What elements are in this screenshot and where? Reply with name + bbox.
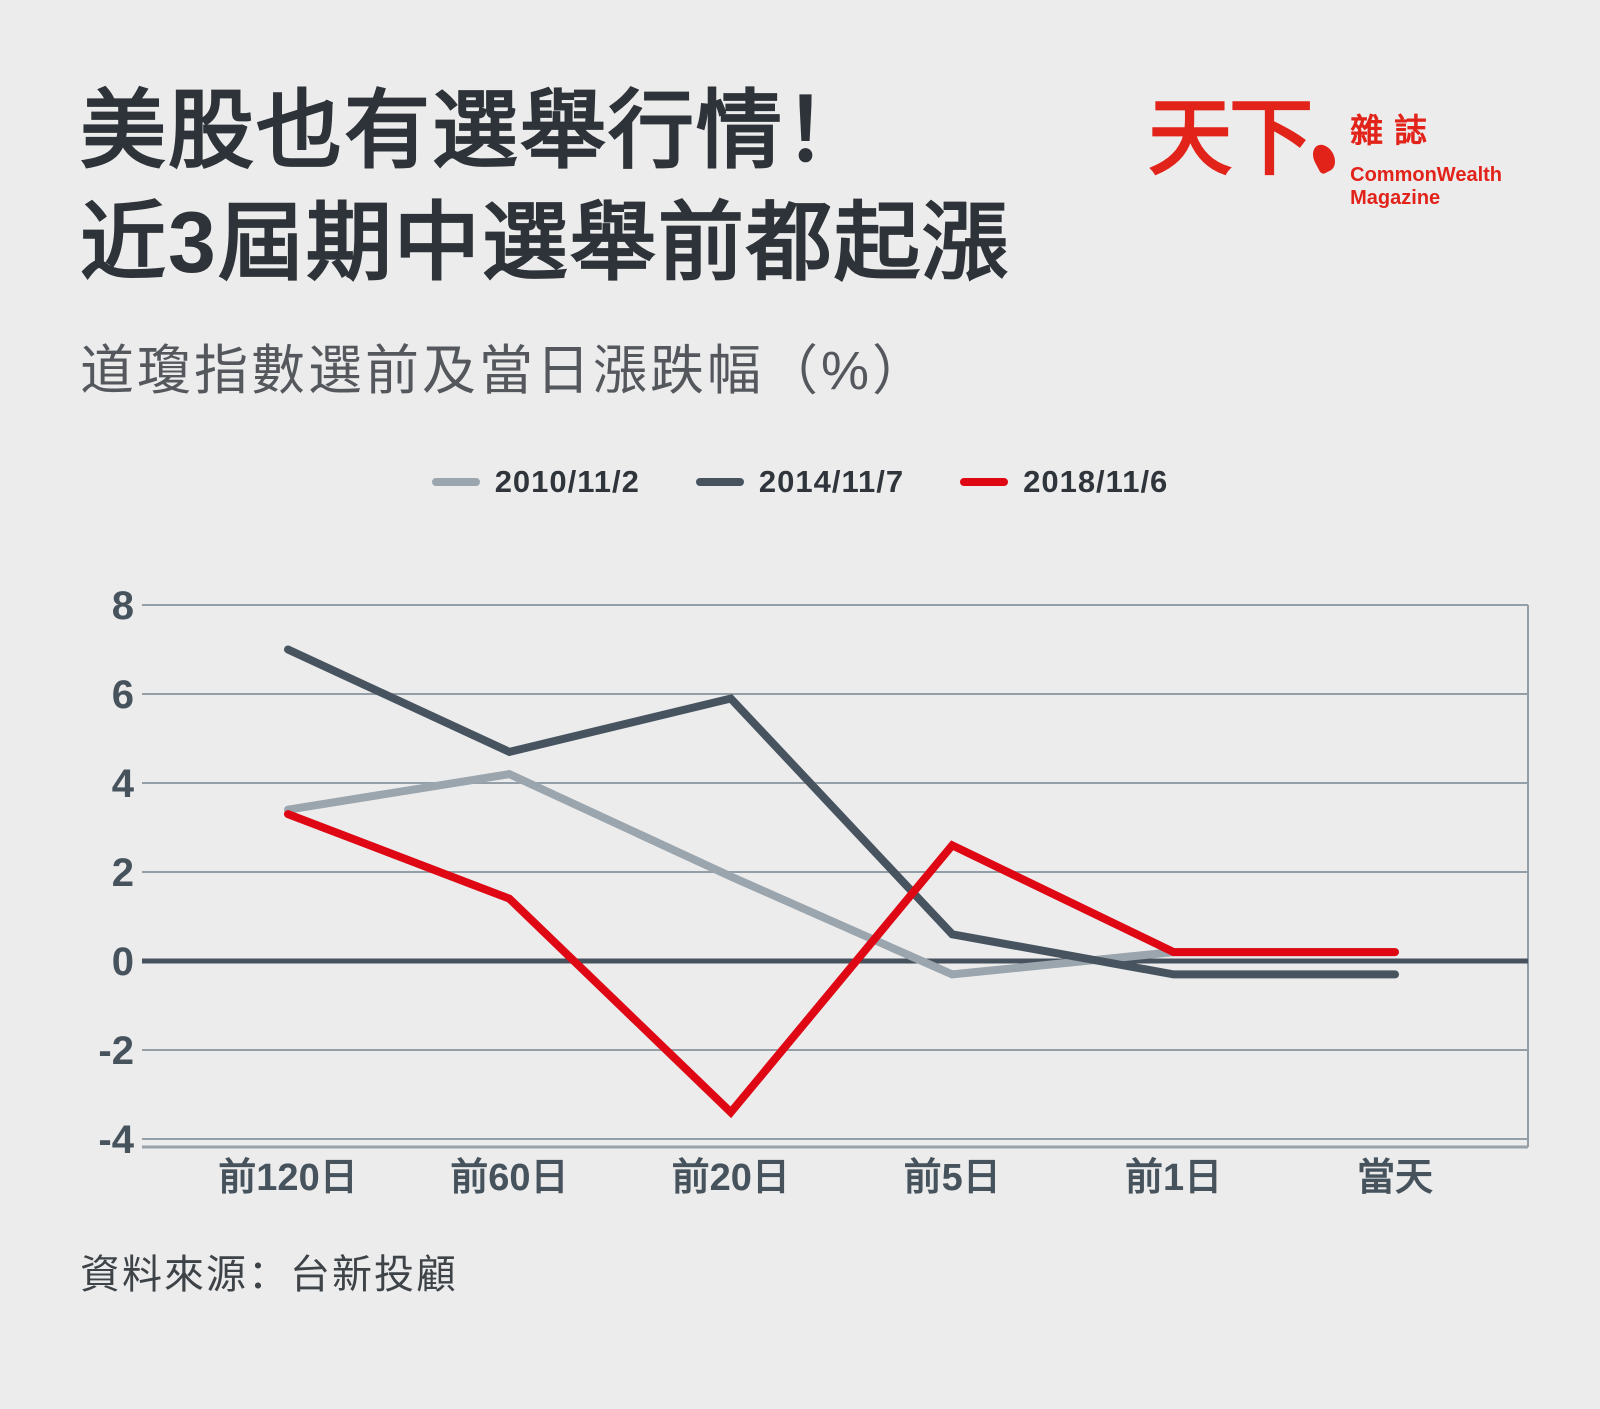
logo-brand-en-line1: CommonWealth (1350, 164, 1502, 186)
y-tick-label-2: 2 (112, 851, 134, 895)
x-tick-label-3: 前5日 (904, 1157, 1001, 1199)
legend-item-2018-11-6: 2018/11/6 (960, 464, 1168, 500)
y-tick-label-0: 0 (112, 940, 134, 984)
series-line-2014-11-7 (284, 645, 1399, 979)
legend-swatch-icon (695, 478, 744, 486)
y-tick-label--4: -4 (98, 1118, 134, 1162)
legend-label: 2018/11/6 (1023, 464, 1169, 499)
page-title-line2: 近3屆期中選舉前都起漲 (80, 194, 1010, 291)
commonwealth-logo: 天下 雜誌 CommonWealth Magazine (1148, 96, 1502, 210)
legend-item-2014-11-7: 2014/11/7 (695, 464, 905, 500)
page-title-line1: 美股也有選舉行情！ (80, 83, 872, 179)
legend-label: 2010/11/2 (494, 464, 640, 499)
legend-item-2010-11-2: 2010/11/2 (431, 464, 640, 500)
series-line-2018-11-6 (284, 810, 1399, 1119)
legend-swatch-icon (960, 478, 1009, 486)
chart-subtitle: 道瓊指數選前及當日漲跌幅（%） (80, 341, 930, 401)
data-source: 資料來源：台新投顧 (80, 1253, 458, 1297)
logo-brand-en-line2: Magazine (1350, 187, 1441, 209)
page-title: 美股也有選舉行情！ 近3屆期中選舉前都起漲 (80, 76, 1010, 300)
y-tick-label-6: 6 (112, 673, 134, 717)
logo-brand-zh: 天下 (1148, 91, 1313, 185)
y-tick-label--2: -2 (98, 1029, 134, 1073)
x-tick-label-0: 前120日 (218, 1157, 357, 1199)
x-tick-label-4: 前1日 (1125, 1157, 1222, 1199)
logo-right-block: 雜誌 CommonWealth Magazine (1350, 96, 1502, 210)
legend-swatch-icon (431, 478, 480, 486)
x-tick-label-5: 當天 (1357, 1157, 1433, 1199)
x-tick-label-2: 前20日 (672, 1157, 790, 1199)
y-tick-label-4: 4 (112, 762, 135, 806)
logo-brand-suffix-zh: 雜誌 (1350, 112, 1439, 149)
x-tick-label-1: 前60日 (450, 1157, 568, 1199)
legend-label: 2014/11/7 (758, 464, 905, 499)
logo-brand-en: CommonWealth Magazine (1350, 164, 1502, 210)
chart-legend: 2010/11/2 2014/11/7 2018/11/6 (0, 464, 1600, 500)
y-tick-label-8: 8 (112, 584, 134, 628)
